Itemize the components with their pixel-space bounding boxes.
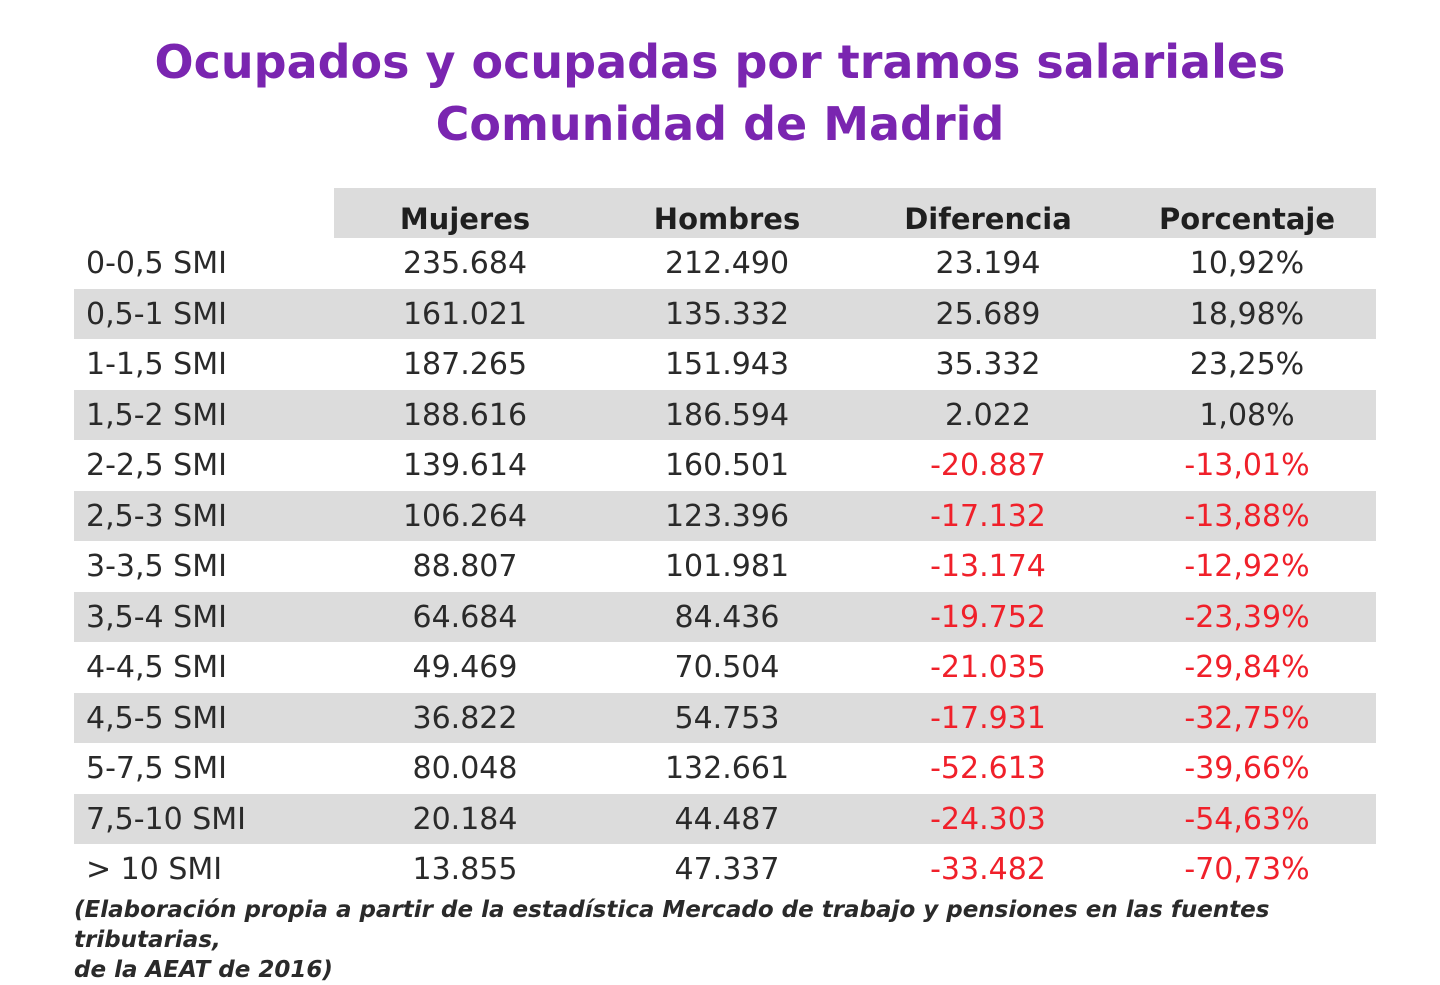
table-body: 0-0,5 SMI 235.684 212.490 23.194 10,92% 0,5-1…: [74, 238, 1376, 895]
cell-hombres: 132.661: [664, 751, 790, 786]
cell-porcentaje: 23,25%: [1189, 347, 1305, 382]
table-row: 0-0,5 SMI 235.684 212.490 23.194 10,92%: [74, 238, 1376, 289]
cell-porcentaje: -29,84%: [1184, 650, 1310, 685]
cell-hombres: 70.504: [674, 650, 780, 685]
row-label: 0,5-1 SMI: [86, 296, 227, 332]
row-label: 7,5-10 SMI: [86, 801, 247, 837]
table-row: 3,5-4 SMI 64.684 84.436 -19.752 -23,39%: [74, 591, 1376, 642]
table-row: > 10 SMI 13.855 47.337 -33.482 -70,73%: [74, 844, 1376, 895]
row-label: 0-0,5 SMI: [86, 246, 227, 281]
row-label: 5-7,5 SMI: [86, 751, 227, 786]
cell-hombres: 84.436: [674, 599, 780, 635]
table-row: 1-1,5 SMI 187.265 151.943 35.332 23,25%: [74, 339, 1376, 390]
cell-hombres: 160.501: [664, 448, 790, 483]
header-hombres: Hombres: [653, 202, 801, 236]
row-label: > 10 SMI: [86, 852, 223, 887]
cell-diferencia: -17.931: [930, 700, 1046, 736]
row-label: 3,5-4 SMI: [86, 599, 227, 635]
cell-diferencia: 25.689: [935, 296, 1041, 332]
source-footnote: (Elaboración propia a partir de la estad…: [74, 895, 1384, 985]
cell-diferencia: 23.194: [935, 246, 1041, 281]
cell-hombres: 135.332: [664, 296, 790, 332]
cell-mujeres: 13.855: [412, 852, 518, 887]
table-row: 7,5-10 SMI 20.184 44.487 -24.303 -54,63%: [74, 793, 1376, 844]
cell-porcentaje: -32,75%: [1184, 700, 1310, 736]
cell-mujeres: 188.616: [402, 397, 528, 433]
table-row: 3-3,5 SMI 88.807 101.981 -13.174 -12,92%: [74, 541, 1376, 592]
row-label: 3-3,5 SMI: [86, 549, 227, 584]
cell-mujeres: 20.184: [412, 801, 518, 837]
cell-hombres: 186.594: [664, 397, 790, 433]
cell-hombres: 151.943: [664, 347, 790, 382]
cell-porcentaje: -54,63%: [1184, 801, 1310, 837]
row-label: 4,5-5 SMI: [86, 700, 227, 736]
cell-porcentaje: -13,88%: [1184, 498, 1310, 534]
cell-porcentaje: -12,92%: [1184, 549, 1310, 584]
cell-hombres: 44.487: [674, 801, 780, 837]
row-label: 1-1,5 SMI: [86, 347, 227, 382]
table-row: 5-7,5 SMI 80.048 132.661 -52.613 -39,66%: [74, 743, 1376, 794]
cell-porcentaje: 1,08%: [1199, 397, 1295, 433]
cell-diferencia: -33.482: [930, 852, 1046, 887]
cell-hombres: 54.753: [674, 700, 780, 736]
cell-mujeres: 36.822: [412, 700, 518, 736]
table-row: 2-2,5 SMI 139.614 160.501 -20.887 -13,01%: [74, 440, 1376, 491]
cell-hombres: 212.490: [664, 246, 790, 281]
row-label: 1,5-2 SMI: [86, 397, 227, 433]
cell-diferencia: -17.132: [930, 498, 1046, 534]
cell-diferencia: -20.887: [930, 448, 1046, 483]
cell-mujeres: 106.264: [402, 498, 528, 534]
cell-mujeres: 139.614: [402, 448, 528, 483]
cell-porcentaje: -70,73%: [1184, 852, 1310, 887]
header-mujeres: Mujeres: [399, 202, 531, 236]
cell-porcentaje: 18,98%: [1189, 296, 1305, 332]
table-row: 0,5-1 SMI 161.021 135.332 25.689 18,98%: [74, 288, 1376, 339]
cell-diferencia: -24.303: [930, 801, 1046, 837]
row-label: 2-2,5 SMI: [86, 448, 227, 483]
table-row: 1,5-2 SMI 188.616 186.594 2.022 1,08%: [74, 389, 1376, 440]
cell-diferencia: -19.752: [930, 599, 1046, 635]
header-diferencia: Diferencia: [904, 202, 1072, 236]
cell-mujeres: 235.684: [402, 246, 528, 281]
cell-mujeres: 88.807: [412, 549, 518, 584]
footnote-line-1: (Elaboración propia a partir de la estad…: [74, 897, 1270, 953]
cell-hombres: 47.337: [674, 852, 780, 887]
table-header-row: Mujeres Hombres Diferencia Porcentaje: [334, 188, 1376, 238]
row-label: 4-4,5 SMI: [86, 650, 227, 685]
cell-porcentaje: -23,39%: [1184, 599, 1310, 635]
cell-mujeres: 49.469: [412, 650, 518, 685]
page-subtitle: Comunidad de Madrid: [435, 97, 1005, 151]
cell-hombres: 123.396: [664, 498, 790, 534]
cell-porcentaje: 10,92%: [1189, 246, 1305, 281]
table-row: 4,5-5 SMI 36.822 54.753 -17.931 -32,75%: [74, 692, 1376, 743]
cell-diferencia: -13.174: [930, 549, 1046, 584]
cell-mujeres: 64.684: [412, 599, 518, 635]
cell-mujeres: 161.021: [402, 296, 528, 332]
row-label: 2,5-3 SMI: [86, 498, 227, 534]
table-row: 2,5-3 SMI 106.264 123.396 -17.132 -13,88%: [74, 490, 1376, 541]
page-title: Ocupados y ocupadas por tramos salariale…: [154, 35, 1286, 89]
footnote-line-2: de la AEAT de 2016): [74, 957, 333, 983]
cell-diferencia: 35.332: [935, 347, 1041, 382]
table-row: 4-4,5 SMI 49.469 70.504 -21.035 -29,84%: [74, 642, 1376, 693]
salary-brackets-table: Mujeres Hombres Diferencia Porcentaje 0-…: [74, 188, 1376, 895]
cell-diferencia: -21.035: [930, 650, 1046, 685]
cell-mujeres: 80.048: [412, 751, 518, 786]
cell-diferencia: 2.022: [945, 397, 1031, 433]
cell-diferencia: -52.613: [930, 751, 1046, 786]
header-porcentaje: Porcentaje: [1158, 202, 1336, 236]
cell-mujeres: 187.265: [402, 347, 528, 382]
cell-porcentaje: -13,01%: [1184, 448, 1310, 483]
cell-porcentaje: -39,66%: [1184, 751, 1310, 786]
cell-hombres: 101.981: [664, 549, 790, 584]
